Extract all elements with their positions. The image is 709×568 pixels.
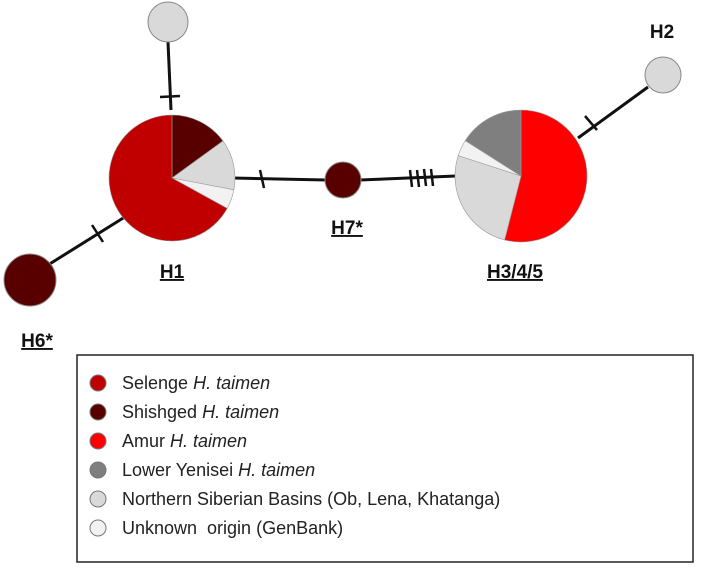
pie-slice bbox=[504, 109, 588, 243]
legend-label: Lower Yenisei H. taimen bbox=[122, 460, 315, 480]
legend-swatch bbox=[89, 403, 107, 421]
edge bbox=[359, 174, 457, 182]
node-label: H7* bbox=[331, 218, 363, 239]
mutation-tick bbox=[429, 168, 435, 187]
legend-name: Unknown origin (GenBank) bbox=[122, 518, 343, 538]
haplotype-node bbox=[324, 161, 362, 199]
mutation-tick bbox=[408, 169, 414, 188]
edges bbox=[47, 41, 649, 267]
pie-nodes bbox=[108, 109, 588, 243]
legend-swatch bbox=[89, 490, 107, 508]
legend-label: Northern Siberian Basins (Ob, Lena, Khat… bbox=[122, 489, 500, 509]
mutation-tick bbox=[90, 224, 105, 243]
haplotype-node bbox=[147, 1, 189, 43]
pie-slice bbox=[171, 114, 224, 179]
node-label: H6* bbox=[21, 331, 53, 352]
legend-species: H. taimen bbox=[238, 460, 315, 480]
legend-swatch bbox=[89, 374, 107, 392]
legend-swatch bbox=[89, 432, 107, 450]
edge bbox=[47, 213, 129, 267]
legend-name: Shishged bbox=[122, 402, 197, 422]
legend-species: H. taimen bbox=[193, 373, 270, 393]
mutation-tick bbox=[258, 169, 266, 189]
haplotype-node bbox=[3, 253, 57, 307]
mutation-tick bbox=[584, 115, 598, 131]
legend-box bbox=[76, 354, 694, 563]
haplotype-node bbox=[644, 56, 682, 94]
edge bbox=[577, 85, 649, 140]
legend-swatch bbox=[89, 519, 107, 537]
legend-swatch bbox=[89, 461, 107, 479]
legend-name: Amur bbox=[122, 431, 165, 451]
mutation-tick bbox=[422, 168, 428, 187]
pie-slice bbox=[464, 109, 522, 177]
mutation-tick bbox=[159, 94, 181, 99]
legend-species: H. taimen bbox=[202, 402, 279, 422]
legend-name: Northern Siberian Basins (Ob, Lena, Khat… bbox=[122, 489, 500, 509]
legend-label: Selenge H. taimen bbox=[122, 373, 270, 393]
legend-name: Selenge bbox=[122, 373, 188, 393]
legend-species: H. taimen bbox=[170, 431, 247, 451]
node-label: H3/4/5 bbox=[487, 262, 543, 283]
legend-label: Amur H. taimen bbox=[122, 431, 247, 451]
pie-slice bbox=[108, 114, 228, 242]
legend-label: Shishged H. taimen bbox=[122, 402, 279, 422]
legend-name: Lower Yenisei bbox=[122, 460, 233, 480]
edge bbox=[232, 176, 327, 182]
legend-label: Unknown origin (GenBank) bbox=[122, 518, 343, 538]
mutation-tick bbox=[415, 169, 421, 188]
node-label: H1 bbox=[160, 262, 185, 283]
node-label: H2 bbox=[650, 22, 674, 43]
pie-slice bbox=[454, 155, 522, 241]
edge bbox=[166, 41, 173, 111]
